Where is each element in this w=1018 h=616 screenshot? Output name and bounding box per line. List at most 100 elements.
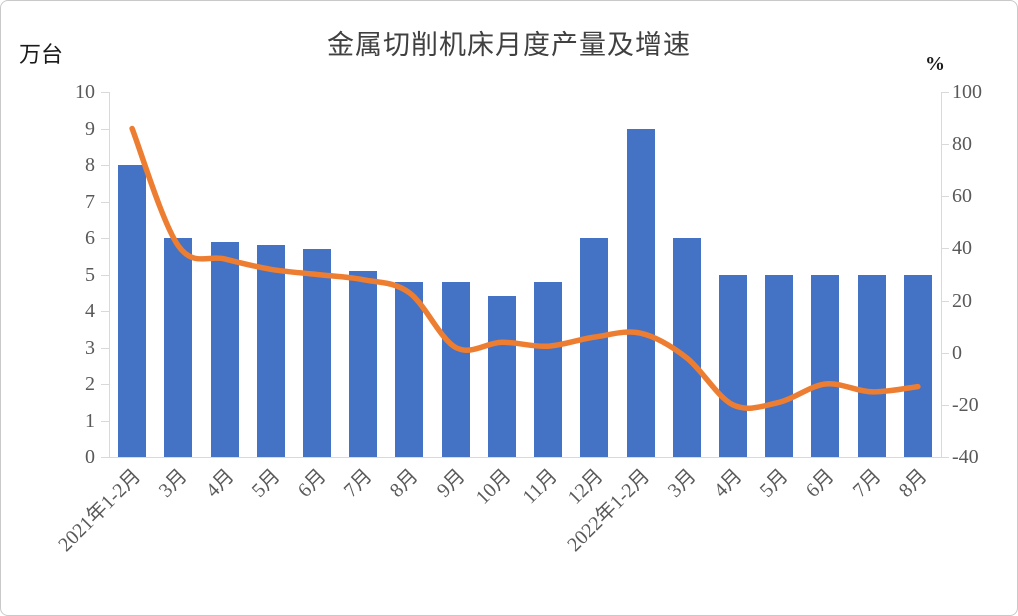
- left-axis-tick: [101, 311, 109, 312]
- production-bar: [256, 245, 285, 457]
- production-bar: [534, 281, 563, 457]
- left-axis-tick: [101, 384, 109, 385]
- x-axis-category-label: 9月: [432, 465, 470, 502]
- bar-slot: [340, 92, 386, 457]
- x-axis-category-label: 10月: [471, 465, 516, 509]
- production-bar: [903, 274, 932, 457]
- right-axis-tick-label: -40: [952, 446, 979, 468]
- left-axis-tick-label: 0: [85, 446, 95, 468]
- left-axis-line: [109, 92, 110, 458]
- x-axis-category-label: 3月: [663, 465, 701, 502]
- left-axis-tick-label: 1: [85, 409, 95, 432]
- bar-slot: [895, 92, 941, 457]
- left-axis-tick: [101, 274, 109, 276]
- bar-slot: [664, 92, 710, 457]
- production-bar: [765, 274, 794, 457]
- right-axis-unit-label: %: [925, 53, 945, 75]
- bar-slot: [479, 92, 525, 457]
- production-bar: [857, 274, 886, 457]
- production-bar: [395, 281, 424, 457]
- plot-area: [109, 92, 941, 457]
- right-axis-tick: [941, 300, 949, 302]
- growth-rate-line: [129, 125, 921, 411]
- left-axis-tick: [101, 128, 109, 130]
- x-axis-category-label: 5月: [247, 465, 285, 502]
- left-axis-tick: [101, 238, 109, 239]
- production-bars: [109, 92, 941, 457]
- bar-slot: [386, 92, 432, 457]
- left-axis-tick-label: 8: [85, 154, 95, 176]
- bar-slot: [802, 92, 848, 457]
- right-axis-tick: [941, 404, 949, 406]
- production-bar: [718, 274, 747, 457]
- left-axis-unit-label: 万台: [19, 42, 64, 67]
- bar-slot: [201, 92, 247, 457]
- right-axis-tick: [941, 92, 949, 93]
- x-axis-category-label: 8月: [386, 465, 423, 502]
- left-axis-tick-label: 6: [85, 227, 95, 249]
- right-axis-tick: [941, 457, 949, 458]
- left-axis-tick: [101, 201, 109, 203]
- right-axis-tick-label: 20: [952, 289, 972, 312]
- x-axis-category-label: 6月: [293, 465, 331, 502]
- x-axis-category-label: 3月: [155, 465, 192, 502]
- production-bar: [210, 241, 239, 457]
- right-axis-tick-label: 60: [952, 185, 972, 208]
- left-axis-tick: [101, 457, 109, 458]
- bar-slot: [109, 92, 155, 457]
- x-axis-category-label: 5月: [756, 465, 793, 502]
- x-axis-category-label: 8月: [894, 465, 932, 502]
- right-axis-tick-label: -20: [952, 393, 979, 416]
- left-axis-tick-label: 9: [85, 117, 95, 140]
- right-axis-tick: [941, 144, 949, 146]
- growth-rate-path: [129, 125, 921, 411]
- right-axis-tick-label: 100: [952, 81, 982, 103]
- production-bar: [302, 248, 331, 457]
- right-axis-tick-label: 40: [952, 237, 972, 260]
- left-axis-tick-label: 3: [85, 336, 95, 359]
- x-axis-category-label: 2021年1-2月: [54, 465, 146, 556]
- right-axis-tick: [941, 352, 949, 354]
- right-axis-tick-label: 0: [952, 341, 962, 364]
- bar-slot: [294, 92, 340, 457]
- bar-slot: [433, 92, 479, 457]
- x-axis-category-label: 4月: [709, 465, 747, 502]
- production-bar: [349, 270, 378, 457]
- production-bar: [580, 238, 609, 457]
- left-axis-tick-label: 5: [85, 263, 95, 286]
- bar-slot: [525, 92, 571, 457]
- right-axis-tick-label: 80: [952, 133, 972, 156]
- x-axis-category-label: 7月: [340, 465, 377, 502]
- x-axis-category-label: 11月: [518, 465, 562, 509]
- x-axis-line: [109, 457, 942, 458]
- bar-slot: [849, 92, 895, 457]
- right-axis-tick: [941, 248, 949, 250]
- bar-slot: [710, 92, 756, 457]
- left-axis-tick-label: 7: [85, 190, 95, 213]
- chart-title: 金属切削机床月度产量及增速: [327, 30, 691, 60]
- production-bar: [441, 281, 470, 457]
- x-axis-category-label: 7月: [848, 465, 886, 502]
- production-bar: [811, 274, 840, 457]
- production-bar: [164, 238, 193, 457]
- left-axis-tick: [101, 420, 109, 422]
- left-axis-tick-label: 4: [85, 300, 95, 322]
- x-axis-category-label: 6月: [802, 465, 839, 502]
- left-axis-tick-label: 10: [75, 81, 95, 103]
- left-axis-tick: [101, 92, 109, 93]
- bar-slot: [571, 92, 617, 457]
- left-axis-tick: [101, 165, 109, 166]
- production-bar: [626, 128, 655, 457]
- production-bar: [487, 296, 516, 457]
- left-axis-tick: [101, 347, 109, 349]
- production-bar: [118, 165, 147, 457]
- bar-slot: [617, 92, 663, 457]
- bar-slot: [756, 92, 802, 457]
- x-axis-category-label: 4月: [201, 465, 239, 502]
- left-axis-tick-label: 2: [85, 373, 95, 395]
- production-bar: [672, 238, 701, 457]
- bar-slot: [248, 92, 294, 457]
- right-axis-line: [941, 92, 942, 458]
- right-axis-tick: [941, 196, 949, 198]
